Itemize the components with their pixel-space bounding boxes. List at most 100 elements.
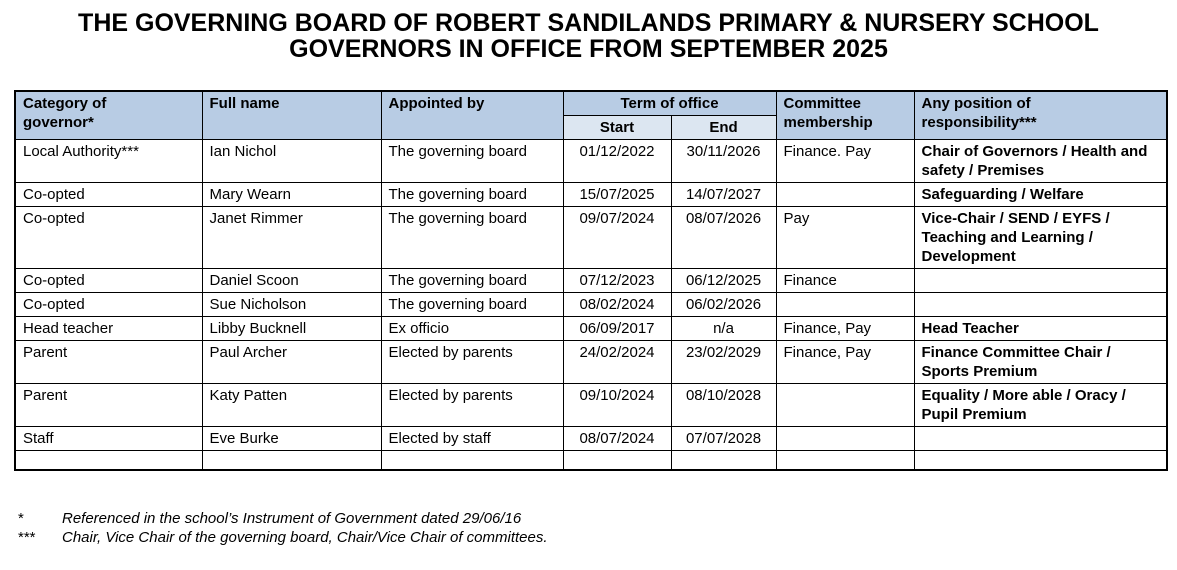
cell-term-start: 09/07/2024 (562, 206, 672, 269)
table-row: Co-opted Daniel Scoon The governing boar… (14, 268, 1168, 293)
cell-appointed-by: The governing board (380, 139, 564, 183)
table-row: Co-opted Mary Wearn The governing board … (14, 182, 1168, 207)
cell-category: Parent (14, 383, 203, 427)
cell-term-start (562, 450, 672, 470)
cell-category: Local Authority*** (14, 139, 203, 183)
cell-term-end: n/a (670, 316, 777, 341)
header-row: Category of governor* Full name Appointe… (14, 90, 1168, 140)
cell-category: Staff (14, 426, 203, 451)
table-row-empty (14, 450, 1168, 470)
cell-responsibility (913, 450, 1168, 470)
footnote-symbol: * (18, 509, 24, 527)
cell-term-end: 14/07/2027 (670, 182, 777, 207)
cell-full-name: Eve Burke (201, 426, 382, 451)
cell-term-start: 06/09/2017 (562, 316, 672, 341)
cell-full-name: Ian Nichol (201, 139, 382, 183)
cell-responsibility: Head Teacher (913, 316, 1168, 341)
cell-category (14, 450, 203, 470)
cell-full-name: Paul Archer (201, 340, 382, 384)
cell-category: Head teacher (14, 316, 203, 341)
cell-committee (775, 292, 915, 317)
col-header-committee: Committee membership (775, 90, 915, 140)
cell-term-start: 15/07/2025 (562, 182, 672, 207)
cell-category: Co-opted (14, 292, 203, 317)
cell-committee (775, 182, 915, 207)
cell-full-name (201, 450, 382, 470)
cell-committee (775, 383, 915, 427)
cell-full-name: Libby Bucknell (201, 316, 382, 341)
cell-full-name: Mary Wearn (201, 182, 382, 207)
cell-appointed-by: The governing board (380, 268, 564, 293)
cell-category: Co-opted (14, 182, 203, 207)
footnote-chair: *** Chair, Vice Chair of the governing b… (18, 528, 1177, 547)
footnotes: * Referenced in the school’s Instrument … (18, 509, 1177, 547)
governors-table: Category of governor* Full name Appointe… (14, 90, 1169, 471)
col-header-start: Start (562, 115, 672, 140)
subheader-row: Start End (15, 115, 1167, 140)
cell-appointed-by: Ex officio (380, 316, 564, 341)
cell-full-name: Daniel Scoon (201, 268, 382, 293)
page-title: THE GOVERNING BOARD OF ROBERT SANDILANDS… (78, 9, 1099, 63)
cell-responsibility: Equality / More able / Oracy / Pupil Pre… (913, 383, 1168, 427)
footnote-symbol: *** (18, 528, 36, 546)
cell-category: Parent (14, 340, 203, 384)
cell-term-end (670, 450, 777, 470)
cell-appointed-by: Elected by staff (380, 426, 564, 451)
cell-term-start: 24/02/2024 (562, 340, 672, 384)
cell-responsibility: Chair of Governors / Health and safety /… (913, 139, 1168, 183)
cell-responsibility (913, 292, 1168, 317)
cell-term-start: 08/02/2024 (562, 292, 672, 317)
cell-appointed-by: Elected by parents (380, 383, 564, 427)
col-header-category: Category of governor* (14, 90, 203, 140)
cell-full-name: Katy Patten (201, 383, 382, 427)
table-row: Parent Paul Archer Elected by parents 24… (14, 340, 1168, 384)
cell-term-end: 23/02/2029 (670, 340, 777, 384)
cell-committee: Finance. Pay (775, 139, 915, 183)
cell-appointed-by: The governing board (380, 206, 564, 269)
cell-appointed-by (380, 450, 564, 470)
cell-committee: Finance (775, 268, 915, 293)
cell-committee: Finance, Pay (775, 340, 915, 384)
cell-category: Co-opted (14, 268, 203, 293)
col-header-term-of-office: Term of office (562, 90, 777, 116)
table-row: Local Authority*** Ian Nichol The govern… (14, 139, 1168, 183)
cell-category: Co-opted (14, 206, 203, 269)
cell-term-end: 30/11/2026 (670, 139, 777, 183)
cell-term-end: 06/12/2025 (670, 268, 777, 293)
footnote-text: Chair, Vice Chair of the governing board… (62, 528, 548, 546)
cell-term-end: 07/07/2028 (670, 426, 777, 451)
cell-committee: Pay (775, 206, 915, 269)
col-header-responsibility: Any position of responsibility*** (913, 90, 1168, 140)
col-header-full-name: Full name (201, 90, 382, 140)
cell-appointed-by: Elected by parents (380, 340, 564, 384)
table-row: Parent Katy Patten Elected by parents 09… (14, 383, 1168, 427)
cell-responsibility: Finance Committee Chair / Sports Premium (913, 340, 1168, 384)
cell-term-start: 09/10/2024 (562, 383, 672, 427)
cell-responsibility: Safeguarding / Welfare (913, 182, 1168, 207)
col-header-end: End (670, 115, 777, 140)
table-row: Co-opted Sue Nicholson The governing boa… (14, 292, 1168, 317)
cell-full-name: Janet Rimmer (201, 206, 382, 269)
cell-term-start: 07/12/2023 (562, 268, 672, 293)
cell-committee: Finance, Pay (775, 316, 915, 341)
cell-term-end: 06/02/2026 (670, 292, 777, 317)
cell-responsibility (913, 268, 1168, 293)
cell-committee (775, 426, 915, 451)
cell-term-end: 08/10/2028 (670, 383, 777, 427)
cell-term-end: 08/07/2026 (670, 206, 777, 269)
col-header-appointed-by: Appointed by (380, 90, 564, 140)
table-row: Head teacher Libby Bucknell Ex officio 0… (14, 316, 1168, 341)
cell-appointed-by: The governing board (380, 292, 564, 317)
footnote-text: Referenced in the school’s Instrument of… (62, 509, 522, 527)
cell-committee (775, 450, 915, 470)
footnote-instrument: * Referenced in the school’s Instrument … (18, 509, 1177, 528)
cell-appointed-by: The governing board (380, 182, 564, 207)
table-row: Staff Eve Burke Elected by staff 08/07/2… (14, 426, 1168, 451)
cell-responsibility: Vice-Chair / SEND / EYFS / Teaching and … (913, 206, 1168, 269)
cell-responsibility (913, 426, 1168, 451)
cell-full-name: Sue Nicholson (201, 292, 382, 317)
table-row: Co-opted Janet Rimmer The governing boar… (14, 206, 1168, 269)
cell-term-start: 08/07/2024 (562, 426, 672, 451)
cell-term-start: 01/12/2022 (562, 139, 672, 183)
